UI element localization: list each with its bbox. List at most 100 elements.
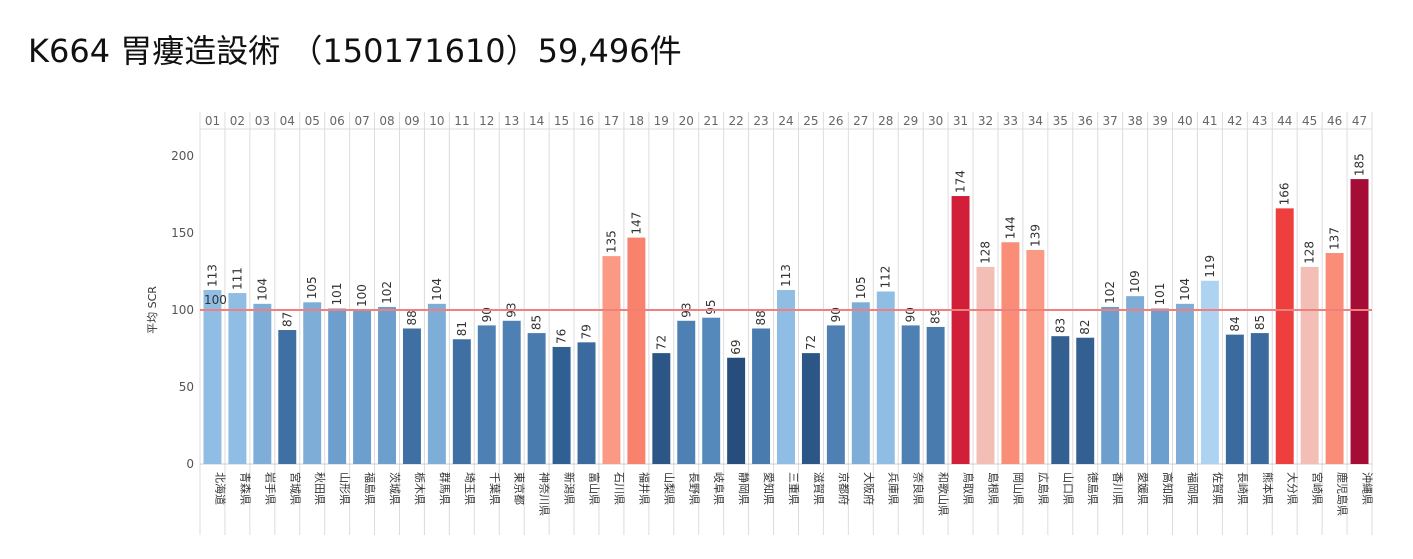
- data-label: 84: [1228, 316, 1242, 331]
- data-label: 85: [530, 315, 544, 330]
- prefecture-code: 40: [1177, 114, 1192, 128]
- bar: [303, 302, 322, 464]
- prefecture-code: 09: [404, 114, 419, 128]
- prefecture-code: 27: [853, 114, 868, 128]
- prefecture-code: 07: [354, 114, 369, 128]
- prefecture-code: 14: [529, 114, 544, 128]
- data-label: 166: [1278, 182, 1292, 205]
- bar: [1051, 336, 1070, 464]
- bar: [602, 256, 621, 464]
- data-label: 104: [1178, 278, 1192, 301]
- bar: [427, 303, 446, 464]
- data-label: 85: [1253, 315, 1267, 330]
- prefecture-code: 29: [903, 114, 918, 128]
- x-tick-label: 秋田県: [313, 472, 327, 505]
- x-tick-label: 和歌山県: [937, 472, 951, 516]
- prefecture-code: 46: [1327, 114, 1342, 128]
- x-tick-label: 三重県: [787, 472, 801, 505]
- data-label: 113: [779, 264, 793, 287]
- x-tick-label: 埼玉県: [463, 472, 477, 505]
- prefecture-code: 35: [1053, 114, 1068, 128]
- x-tick-label: 栃木県: [413, 472, 427, 505]
- bar: [826, 325, 845, 464]
- x-tick-label: 新潟県: [563, 472, 577, 505]
- data-label: 89: [929, 309, 943, 324]
- bar: [1325, 253, 1344, 464]
- x-tick-label: 島根県: [986, 472, 1000, 505]
- data-label: 111: [230, 267, 244, 290]
- bar: [1026, 249, 1045, 464]
- bar: [577, 342, 596, 464]
- data-label: 72: [804, 335, 818, 350]
- data-label: 102: [1103, 281, 1117, 304]
- data-label: 109: [1128, 270, 1142, 293]
- bar: [552, 346, 571, 464]
- bar: [652, 353, 671, 464]
- prefecture-code: 23: [753, 114, 768, 128]
- prefecture-code: 47: [1352, 114, 1367, 128]
- prefecture-code: 42: [1227, 114, 1242, 128]
- prefecture-code: 01: [205, 114, 220, 128]
- x-tick-label: 千葉県: [488, 472, 502, 505]
- data-label: 88: [754, 310, 768, 325]
- x-tick-label: 奈良県: [912, 472, 926, 505]
- prefecture-code: 24: [778, 114, 793, 128]
- data-label: 185: [1353, 153, 1367, 176]
- bar: [1300, 266, 1319, 464]
- y-axis-label: 平均 SCR: [146, 286, 159, 334]
- bar: [1225, 334, 1244, 464]
- bar: [477, 325, 496, 464]
- bar: [1250, 333, 1269, 464]
- x-tick-label: 岐阜県: [712, 472, 725, 505]
- data-label: 174: [954, 170, 968, 193]
- x-tick-label: 広島県: [1036, 472, 1050, 505]
- y-tick-label: 0: [186, 457, 194, 471]
- prefecture-code: 39: [1152, 114, 1167, 128]
- data-label: 128: [1303, 241, 1317, 264]
- x-tick-label: 滋賀県: [812, 472, 825, 505]
- prefecture-code: 18: [629, 114, 644, 128]
- data-label: 147: [629, 212, 643, 235]
- bar: [502, 320, 521, 464]
- data-label: 81: [455, 321, 469, 336]
- data-label: 82: [1078, 319, 1092, 334]
- prefecture-code: 21: [704, 114, 719, 128]
- prefecture-code: 41: [1202, 114, 1217, 128]
- data-label: 76: [555, 329, 569, 344]
- bar: [926, 326, 945, 464]
- bar: [627, 237, 646, 464]
- prefecture-code: 11: [454, 114, 469, 128]
- prefecture-code: 34: [1028, 114, 1043, 128]
- x-tick-label: 神奈川県: [538, 472, 552, 516]
- data-label: 112: [879, 266, 893, 289]
- page-title: K664 胃瘻造設術 （150171610）59,496件: [28, 32, 682, 70]
- bar: [278, 330, 297, 464]
- x-tick-label: 熊本県: [1261, 472, 1275, 505]
- prefecture-code: 02: [230, 114, 245, 128]
- prefecture-code: 15: [554, 114, 569, 128]
- data-label: 102: [380, 281, 394, 304]
- bar: [677, 320, 696, 464]
- x-tick-label: 東京都: [513, 472, 527, 505]
- y-tick-label: 100: [171, 303, 194, 317]
- prefecture-code: 20: [679, 114, 694, 128]
- data-label: 104: [255, 278, 269, 301]
- data-label: 119: [1203, 255, 1217, 278]
- x-tick-label: 佐賀県: [1211, 472, 1225, 505]
- prefecture-code: 45: [1302, 114, 1317, 128]
- x-tick-label: 兵庫県: [887, 472, 901, 505]
- bar: [901, 325, 920, 464]
- prefecture-code: 30: [928, 114, 943, 128]
- x-tick-label: 岡山県: [1011, 472, 1024, 505]
- data-label: 88: [405, 310, 419, 325]
- bar: [876, 291, 895, 464]
- bar: [328, 308, 347, 464]
- prefecture-code: 32: [978, 114, 993, 128]
- prefecture-code: 17: [604, 114, 619, 128]
- prefecture-code: 05: [305, 114, 320, 128]
- data-label: 83: [1053, 318, 1067, 333]
- x-tick-label: 岩手県: [263, 472, 277, 505]
- data-label: 113: [205, 264, 219, 287]
- x-tick-label: 茨城県: [388, 472, 402, 505]
- prefecture-code: 28: [878, 114, 893, 128]
